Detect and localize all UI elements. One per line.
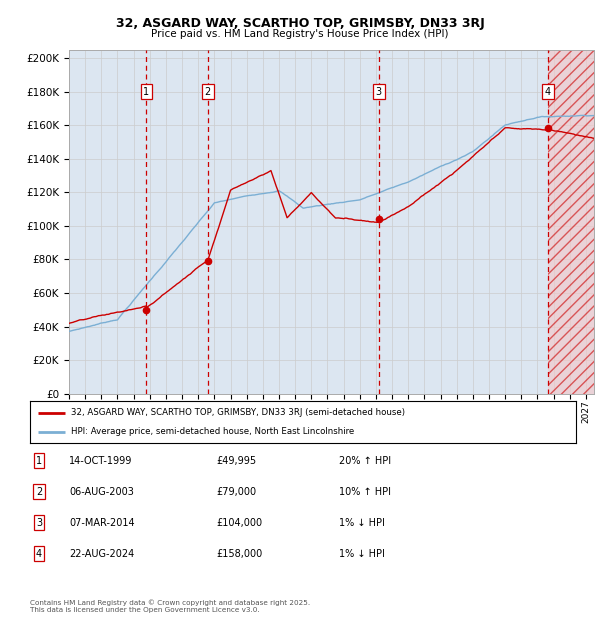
Text: £104,000: £104,000 bbox=[216, 518, 262, 528]
Text: £79,000: £79,000 bbox=[216, 487, 256, 497]
Text: 22-AUG-2024: 22-AUG-2024 bbox=[69, 549, 134, 559]
Text: 1: 1 bbox=[143, 87, 149, 97]
Text: 4: 4 bbox=[36, 549, 42, 559]
Text: 2: 2 bbox=[36, 487, 42, 497]
Text: 06-AUG-2003: 06-AUG-2003 bbox=[69, 487, 134, 497]
Text: Contains HM Land Registry data © Crown copyright and database right 2025.
This d: Contains HM Land Registry data © Crown c… bbox=[30, 600, 310, 613]
Text: 10% ↑ HPI: 10% ↑ HPI bbox=[339, 487, 391, 497]
Text: 07-MAR-2014: 07-MAR-2014 bbox=[69, 518, 134, 528]
Text: 3: 3 bbox=[36, 518, 42, 528]
Text: HPI: Average price, semi-detached house, North East Lincolnshire: HPI: Average price, semi-detached house,… bbox=[71, 427, 354, 436]
Text: 2: 2 bbox=[205, 87, 211, 97]
Text: £158,000: £158,000 bbox=[216, 549, 262, 559]
Text: 1% ↓ HPI: 1% ↓ HPI bbox=[339, 549, 385, 559]
Text: 3: 3 bbox=[376, 87, 382, 97]
Text: 32, ASGARD WAY, SCARTHO TOP, GRIMSBY, DN33 3RJ: 32, ASGARD WAY, SCARTHO TOP, GRIMSBY, DN… bbox=[116, 17, 484, 30]
Text: 4: 4 bbox=[545, 87, 551, 97]
Text: 14-OCT-1999: 14-OCT-1999 bbox=[69, 456, 133, 466]
Text: 1% ↓ HPI: 1% ↓ HPI bbox=[339, 518, 385, 528]
Text: 20% ↑ HPI: 20% ↑ HPI bbox=[339, 456, 391, 466]
Text: £49,995: £49,995 bbox=[216, 456, 256, 466]
Text: Price paid vs. HM Land Registry's House Price Index (HPI): Price paid vs. HM Land Registry's House … bbox=[151, 29, 449, 39]
Text: 32, ASGARD WAY, SCARTHO TOP, GRIMSBY, DN33 3RJ (semi-detached house): 32, ASGARD WAY, SCARTHO TOP, GRIMSBY, DN… bbox=[71, 408, 405, 417]
Text: 1: 1 bbox=[36, 456, 42, 466]
